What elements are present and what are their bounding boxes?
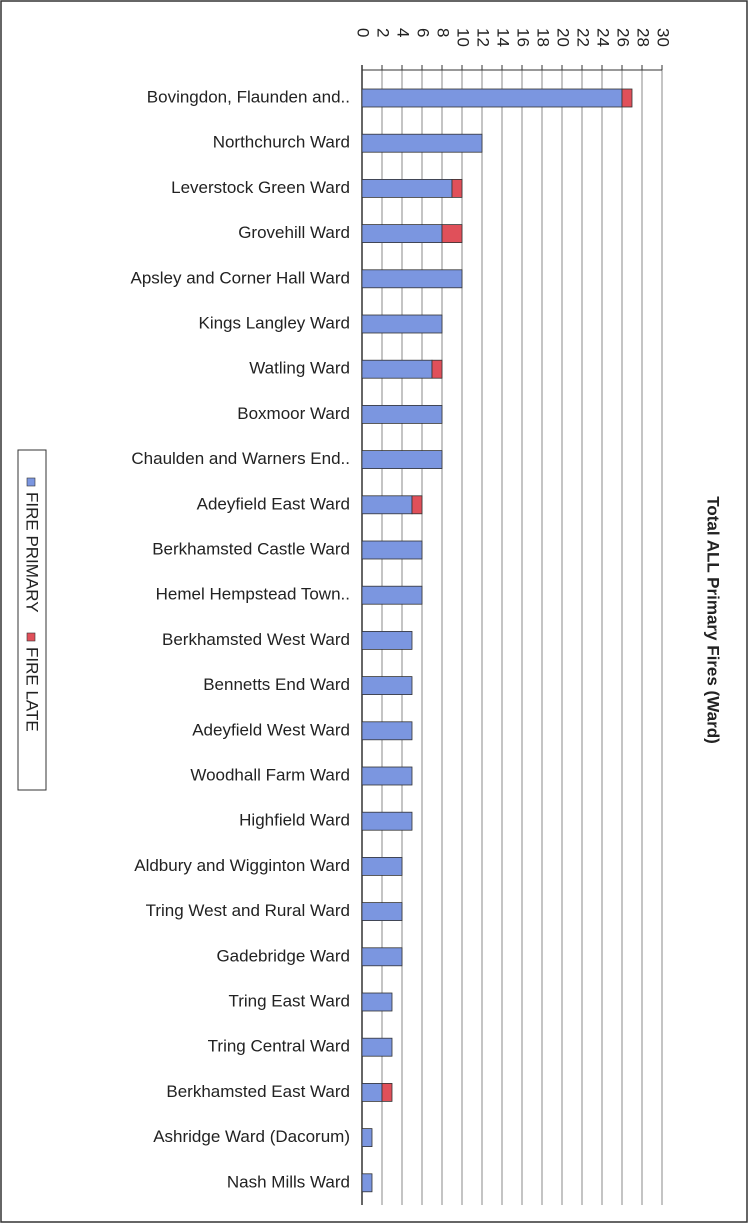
y-tick-label: Tring West and Rural Ward [146, 901, 350, 920]
bar [361, 540, 423, 560]
bar [361, 495, 413, 515]
y-tick-label: Chaulden and Warners End.. [131, 449, 350, 468]
y-tick-label: Ashridge Ward (Dacorum) [153, 1127, 350, 1146]
y-tick-label: Adeyfield West Ward [192, 720, 350, 739]
x-tick-label: 6 [414, 28, 433, 37]
bar [361, 359, 433, 379]
x-tick-label: 26 [614, 28, 633, 47]
bar [361, 269, 463, 289]
bar [361, 404, 443, 424]
y-tick-label: Hemel Hempstead Town.. [156, 585, 350, 604]
bar [361, 178, 453, 198]
bar [441, 224, 463, 244]
bar [361, 450, 443, 470]
x-tick-label: 22 [574, 28, 593, 47]
y-tick-label: Boxmoor Ward [237, 404, 350, 423]
y-tick-label: Berkhamsted West Ward [162, 630, 350, 649]
bar [361, 133, 483, 153]
bar [361, 857, 403, 876]
y-tick-label: Leverstock Green Ward [171, 178, 350, 197]
x-tick-label: 28 [634, 28, 653, 47]
bar [361, 721, 413, 741]
y-tick-label: Adeyfield East Ward [197, 494, 350, 513]
bar [361, 314, 443, 334]
bar [431, 359, 443, 379]
y-tick-label: Woodhall Farm Ward [190, 765, 350, 784]
bar [361, 1128, 373, 1147]
y-tick-label: Aldbury and Wigginton Ward [134, 856, 350, 875]
legend-label: FIRE PRIMARY [23, 492, 42, 613]
x-tick-label: 18 [534, 28, 553, 47]
bar [621, 88, 633, 108]
bar [361, 766, 413, 786]
y-tick-label: Bovingdon, Flaunden and.. [147, 87, 350, 106]
x-tick-label: 20 [554, 28, 573, 47]
bar [361, 88, 623, 108]
x-tick-label: 12 [474, 28, 493, 47]
chart-title: Total ALL Primary Fires (Ward) [704, 496, 723, 744]
y-tick-label: Northchurch Ward [213, 133, 350, 152]
bar [361, 585, 423, 605]
bar [361, 1037, 393, 1057]
y-tick-label: Gadebridge Ward [216, 946, 350, 965]
x-tick-label: 24 [594, 28, 613, 47]
y-tick-label: Grovehill Ward [238, 223, 350, 242]
bar [361, 811, 413, 831]
y-tick-label: Watling Ward [249, 359, 350, 378]
y-tick-label: Tring Central Ward [208, 1037, 350, 1056]
bar [411, 495, 423, 515]
bar [361, 1083, 383, 1102]
legend-box [17, 449, 47, 791]
bar [361, 676, 413, 695]
x-tick-label: 16 [514, 28, 533, 47]
y-tick-label: Berkhamsted East Ward [166, 1082, 350, 1101]
x-tick-label: 8 [434, 28, 453, 37]
y-tick-label: Kings Langley Ward [198, 313, 350, 332]
bar [381, 1083, 393, 1102]
y-tick-label: Highfield Ward [239, 811, 350, 830]
x-tick-label: 4 [394, 28, 413, 37]
bar [361, 947, 403, 967]
bar [451, 178, 463, 198]
x-tick-label: 14 [494, 28, 513, 47]
legend-label: FIRE LATE [23, 647, 42, 732]
bar [361, 902, 403, 921]
bar [361, 224, 443, 244]
bar [361, 1173, 373, 1193]
y-tick-label: Nash Mills Ward [227, 1172, 350, 1191]
x-tick-label: 30 [654, 28, 673, 47]
bar [361, 992, 393, 1012]
bar [361, 631, 413, 650]
x-tick-label: 10 [454, 28, 473, 47]
y-tick-label: Tring East Ward [228, 991, 350, 1010]
y-tick-label: Bennetts End Ward [203, 675, 350, 694]
y-tick-label: Berkhamsted Castle Ward [152, 539, 350, 558]
legend-swatch [26, 477, 36, 487]
y-tick-label: Apsley and Corner Hall Ward [130, 268, 350, 287]
x-tick-label: 0 [354, 28, 373, 37]
x-tick-label: 2 [374, 28, 393, 37]
legend-swatch [26, 632, 36, 642]
